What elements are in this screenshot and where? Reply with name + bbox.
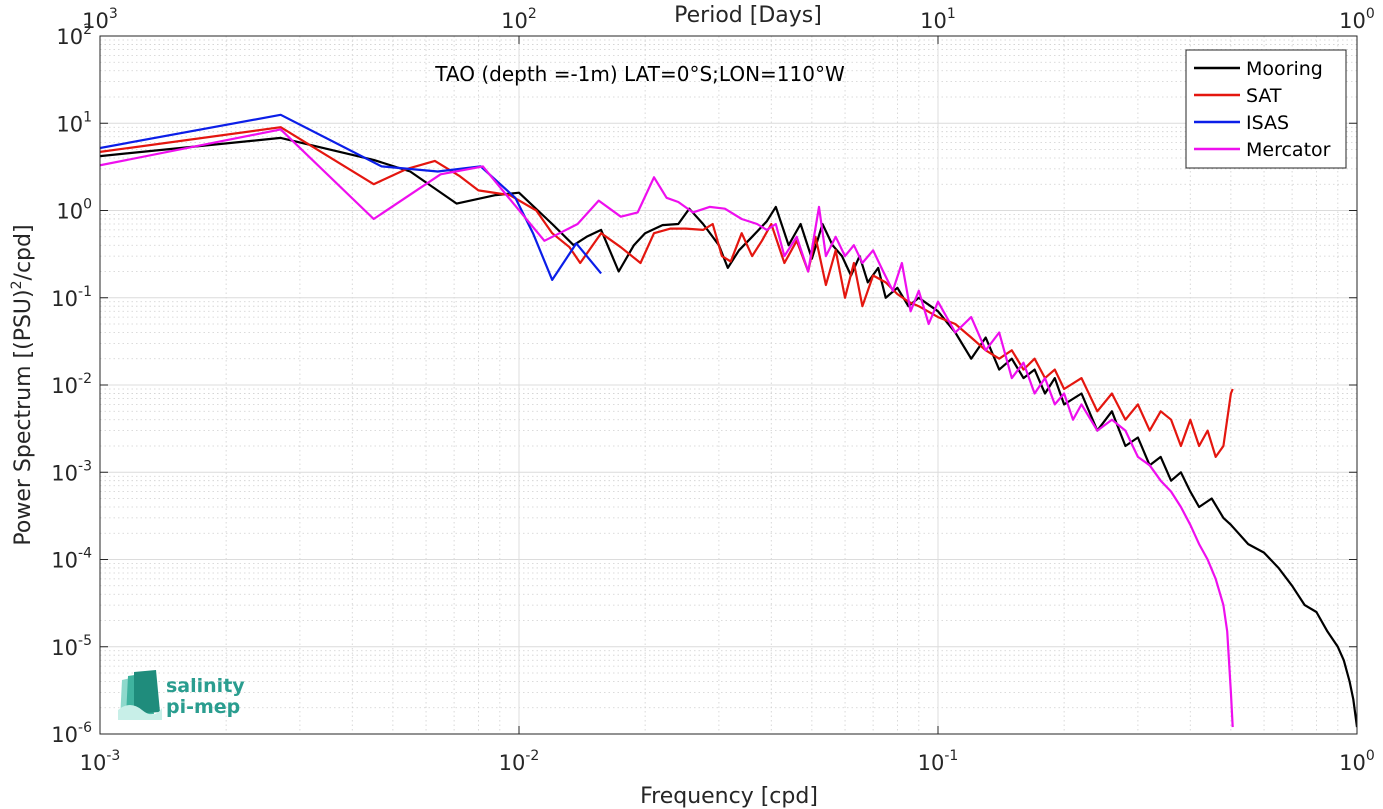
y-tick-label: 10-5 bbox=[51, 633, 92, 660]
y-tick-label: 101 bbox=[56, 109, 92, 136]
y-tick-label: 10-2 bbox=[51, 371, 92, 398]
x-tick-label: 10-3 bbox=[80, 748, 121, 775]
series-line-mooring bbox=[100, 136, 1357, 728]
chart-title: TAO (depth =-1m) LAT=0°S;LON=110°W bbox=[434, 62, 845, 86]
top-tick-label: 101 bbox=[920, 6, 956, 33]
y-tick-label: 10-1 bbox=[51, 284, 92, 311]
tick-marks bbox=[99, 35, 1358, 735]
legend-label-sat: SAT bbox=[1246, 85, 1282, 107]
legend: Mooring SAT ISAS Mercator bbox=[1185, 49, 1347, 169]
top-tick-label: 103 bbox=[82, 6, 118, 33]
x-tick-labels: 10-3 10-2 10-1 100 bbox=[80, 748, 1375, 775]
legend-label-mercator: Mercator bbox=[1246, 139, 1331, 161]
y-axis-label: Power Spectrum [(PSU)2/cpd] bbox=[9, 224, 36, 545]
series-lines bbox=[100, 113, 1357, 728]
legend-label-mooring: Mooring bbox=[1246, 58, 1323, 80]
y-tick-label: 10-3 bbox=[51, 458, 92, 485]
top-tick-label: 102 bbox=[501, 6, 537, 33]
x-tick-label: 10-2 bbox=[499, 748, 540, 775]
x-tick-label: 100 bbox=[1339, 748, 1375, 775]
top-axis-label: Period [Days] bbox=[674, 3, 822, 28]
x-tick-label: 10-1 bbox=[918, 748, 959, 775]
logo-waves-icon bbox=[118, 670, 162, 720]
logo-text-line2: pi-mep bbox=[166, 696, 240, 718]
minor-grid bbox=[100, 36, 1357, 734]
logo-text-line1: salinity bbox=[166, 675, 245, 697]
x-axis-label: Frequency [cpd] bbox=[640, 784, 818, 809]
series-line-sat bbox=[100, 126, 1234, 458]
top-tick-label: 100 bbox=[1339, 6, 1375, 33]
salinity-pi-mep-logo: salinity pi-mep bbox=[118, 670, 245, 720]
y-tick-label: 10-4 bbox=[51, 546, 92, 573]
y-tick-label: 100 bbox=[56, 197, 92, 224]
y-tick-label: 10-6 bbox=[51, 720, 92, 747]
series-line-mercator bbox=[100, 128, 1234, 728]
legend-label-isas: ISAS bbox=[1246, 112, 1289, 134]
series-line-isas bbox=[100, 113, 602, 281]
y-tick-label: 102 bbox=[56, 22, 92, 49]
y-tick-labels: 102 101 100 10-1 10-2 10-3 10-4 10-5 10-6 bbox=[51, 22, 92, 747]
top-tick-labels: 103 102 101 100 bbox=[82, 6, 1375, 33]
